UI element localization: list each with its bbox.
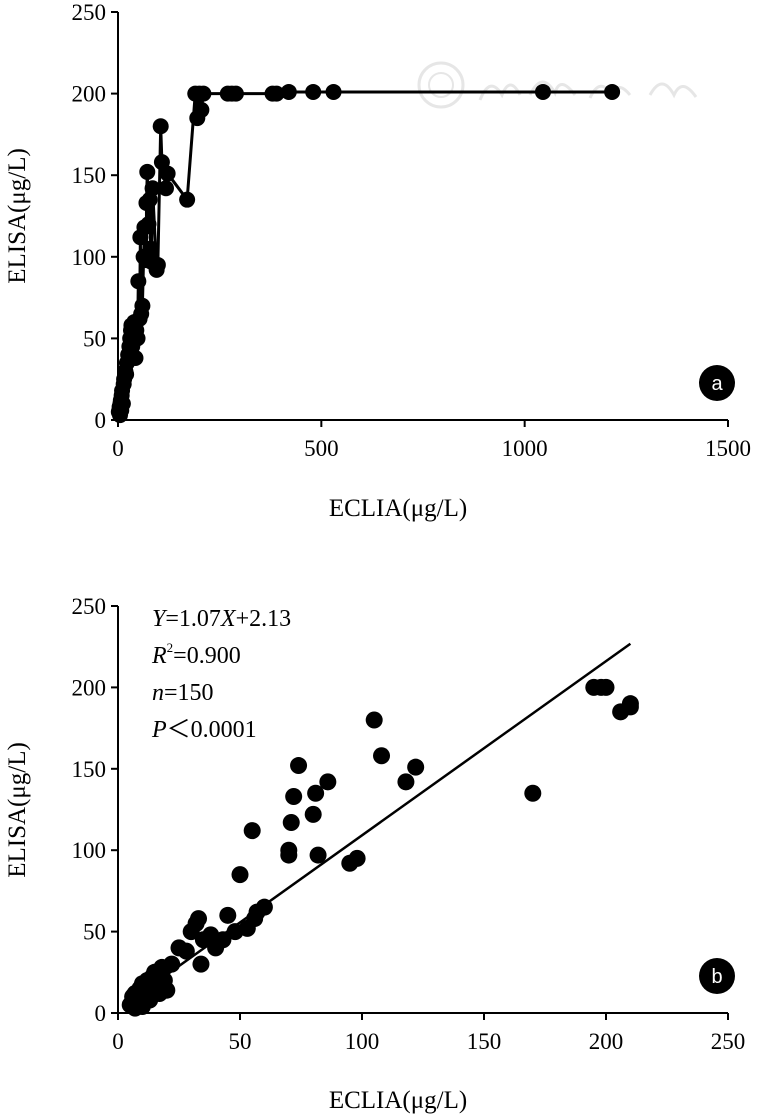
panel-b-data-point [219, 906, 237, 924]
panel-b-data-point [255, 898, 273, 916]
panel-a-x-tick-label: 1500 [705, 436, 751, 461]
panel-b-letter: b [711, 966, 722, 988]
panel-a-data-point [534, 83, 551, 100]
panel-b-data-point [621, 698, 639, 716]
panel-b-badge [699, 958, 735, 994]
panel-a-y-tick-label: 250 [72, 0, 107, 25]
panel-b-data-point [246, 910, 264, 928]
panel-a-y-tick-label: 100 [72, 245, 107, 270]
panel-a-y-tick-label: 0 [95, 408, 107, 433]
panel-b-y-tick-label: 250 [72, 594, 107, 619]
panel-a-x-ticks: 0 500 1000 1500 [112, 420, 751, 461]
panel-a-data-point [134, 297, 151, 314]
panel-a-y-axis-label: ELISA(μg/L) [4, 148, 31, 284]
panel-b-data-point [319, 773, 337, 791]
panel-b-data-point [290, 757, 308, 775]
panel-b-data-point [280, 841, 298, 859]
panel-b-data-point [365, 711, 383, 729]
panel-a-data-point [268, 85, 285, 102]
p-value-label: P＜0.0001 [151, 717, 257, 743]
panel-a-marks [110, 83, 621, 424]
panel-b-y-ticks: 0 50 100 150 200 250 [72, 594, 118, 1026]
panel-b-x-tick-label: 250 [711, 1029, 746, 1054]
panel-a-x-axis-label: ECLIA(μg/L) [329, 495, 467, 522]
panel-a-y-tick-label: 200 [72, 82, 107, 107]
panel-a-data-point [195, 85, 212, 102]
watermark-logo [417, 61, 698, 109]
panel-a-data-point [130, 273, 147, 290]
panel-a-data-point [142, 240, 159, 257]
panel-b-data-point [192, 955, 210, 973]
panel-a-data-point [280, 83, 297, 100]
panel-a-data-point [604, 83, 621, 100]
panel-a-data-point [179, 191, 196, 208]
panel-b-data-point [309, 846, 327, 864]
panel-b-data-point [243, 822, 261, 840]
panel-a-data-point [149, 256, 166, 273]
panel-b-marks [121, 642, 639, 1017]
panel-b-data-point [397, 773, 415, 791]
panel-b-data-point [307, 784, 325, 802]
panel-b-y-tick-label: 0 [95, 1001, 107, 1026]
panel-b-data-point [158, 981, 176, 999]
panel-b-data-point [597, 678, 615, 696]
panel-b-data-point [407, 758, 425, 776]
panel-a-x-tick-label: 0 [112, 436, 124, 461]
panel-b-y-axis-label: ELISA(μg/L) [4, 742, 31, 878]
panel-a-y-tick-label: 150 [72, 163, 107, 188]
panel-b-y-tick-label: 50 [83, 920, 106, 945]
panel-a-data-point [157, 180, 174, 197]
panel-a-data-point [127, 349, 144, 366]
panel-b-data-point [282, 814, 300, 832]
panel-b-x-tick-label: 200 [589, 1029, 624, 1054]
panel-a-data-point [139, 163, 156, 180]
panel-b-x-tick-label: 0 [112, 1029, 124, 1054]
panel-a-data-point [129, 330, 146, 347]
panel-a-series-line [117, 90, 613, 417]
panel-a-data-point [305, 83, 322, 100]
panel-a-x-tick-label: 1000 [502, 436, 548, 461]
panel-a-data-point [193, 101, 210, 118]
panel-b-x-tick-label: 150 [467, 1029, 502, 1054]
panel-b-x-ticks: 0 50 100 150 200 250 [112, 1013, 745, 1054]
panel-a-data-point [118, 366, 135, 383]
panel-b-data-point [231, 866, 249, 884]
sample-size-label: n=150 [152, 680, 214, 706]
panel-b-data-point [214, 931, 232, 949]
panel-b-data-point [304, 805, 322, 823]
panel-a-badge [699, 365, 735, 401]
regression-equation: Y=1.07X+2.13 [152, 606, 291, 632]
panel-a-data-point [140, 216, 157, 233]
panel-b-data-point [163, 955, 181, 973]
panel-b-data-point [524, 784, 542, 802]
panel-a-data-point [159, 165, 176, 182]
panel-b-x-tick-label: 50 [229, 1029, 252, 1054]
panel-b-data-point [285, 787, 303, 805]
panel-a-y-tick-label: 50 [83, 326, 106, 351]
panel-b-y-tick-label: 150 [72, 757, 107, 782]
panel-b-data-point [177, 942, 195, 960]
panel-a-data-point [152, 118, 169, 135]
panel-a-data-point [227, 85, 244, 102]
panel-a-y-ticks: 0 50 100 150 200 250 [72, 0, 118, 433]
panel-b-y-tick-label: 200 [72, 675, 107, 700]
panel-b-data-point [190, 910, 208, 928]
panel-b-x-tick-label: 100 [345, 1029, 380, 1054]
panel-a: 0 50 100 150 200 250 0 500 1000 1500 ELISA(μg/L)… [4, 0, 751, 522]
panel-b-data-point [348, 849, 366, 867]
r-squared-label: R2=0.900 [151, 640, 241, 669]
panel-a-data-point [144, 180, 161, 197]
panel-a-letter: a [711, 373, 723, 395]
panel-a-x-tick-label: 500 [304, 436, 339, 461]
panel-b-y-tick-label: 100 [72, 838, 107, 863]
panel-a-data-point [325, 83, 342, 100]
panel-b-data-point [373, 747, 391, 765]
panel-b-x-axis-label: ECLIA(μg/L) [329, 1087, 467, 1114]
panel-b: 0 50 100 150 200 250 0 50 100 150 200 250 ELISA(μg… [4, 594, 745, 1114]
